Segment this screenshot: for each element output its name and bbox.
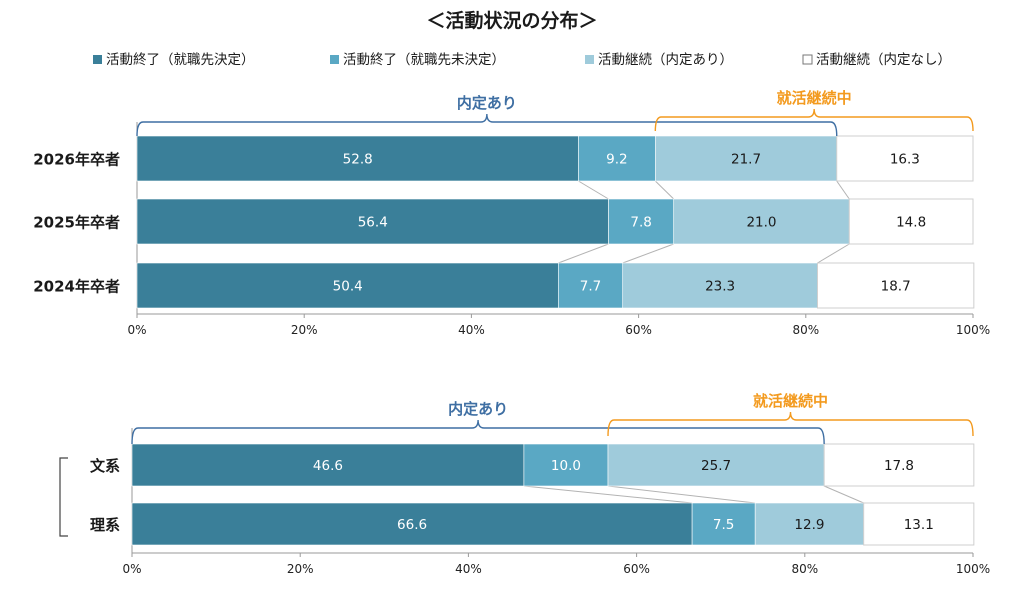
- data-label: 13.1: [904, 517, 934, 533]
- bar-segment: [691, 502, 756, 546]
- legend-swatch-3: [585, 55, 594, 64]
- katsudo-label: 就活継続中: [777, 89, 852, 107]
- x-tick-label: 40%: [455, 562, 482, 576]
- katsudo-label: 就活継続中: [753, 392, 828, 410]
- x-tick-label: 60%: [623, 562, 650, 576]
- data-label: 18.7: [881, 279, 911, 295]
- naitei-label: 内定あり: [457, 94, 517, 112]
- data-label: 21.7: [731, 152, 761, 168]
- connector-line: [836, 180, 850, 200]
- connector-line: [523, 485, 693, 504]
- data-label: 7.8: [630, 215, 651, 231]
- x-tick-label: 20%: [287, 562, 314, 576]
- legend-label-4: 活動継続（内定なし）: [816, 52, 951, 68]
- connector-line: [817, 243, 850, 264]
- bar-segment: [131, 502, 693, 546]
- x-tick-label: 100%: [956, 323, 990, 337]
- bar-segment: [754, 502, 864, 546]
- bar-segment: [823, 443, 975, 487]
- data-label: 66.6: [397, 517, 427, 533]
- naitei-bracket: [131, 419, 825, 445]
- bar-segment: [131, 443, 525, 487]
- data-label: 16.3: [890, 152, 920, 168]
- data-label: 46.6: [313, 458, 343, 474]
- x-tick-label: 0%: [122, 562, 141, 576]
- data-label: 21.0: [746, 215, 776, 231]
- category-group-bracket: [59, 457, 68, 537]
- bar-segment: [136, 262, 559, 309]
- chart-graduation-year: 0% 20% 40% 60% 80% 100% 52.8 9.2 21.7 16.3 2026年卒者…: [33, 89, 990, 337]
- legend-swatch-2: [330, 55, 339, 64]
- bar-segment: [848, 198, 974, 245]
- legend: 活動終了（就職先決定） 活動終了（就職先未決定） 活動継続（内定あり） 活動継続（内定…: [93, 52, 951, 68]
- x-tick-label: 20%: [291, 323, 318, 337]
- legend-swatch-1: [93, 55, 102, 64]
- data-label: 17.8: [884, 458, 914, 474]
- data-label: 12.9: [794, 517, 824, 533]
- chart-major-type: 0% 20% 40% 60% 80% 100% 46.6 10.0 25.7 17.8 文系 66.6…: [59, 392, 990, 576]
- bar-segment: [836, 135, 974, 182]
- category-label: 文系: [90, 457, 120, 475]
- bar-segment: [622, 262, 818, 309]
- naitei-bracket: [136, 113, 838, 137]
- x-tick-label: 60%: [625, 323, 652, 337]
- bar-segment: [817, 262, 975, 309]
- connector-line: [654, 180, 675, 200]
- x-tick-label: 0%: [127, 323, 146, 337]
- data-label: 56.4: [358, 215, 388, 231]
- naitei-label: 内定あり: [448, 400, 508, 418]
- data-label: 52.8: [343, 152, 373, 168]
- connector-line: [823, 485, 864, 504]
- data-label: 14.8: [896, 215, 926, 231]
- x-tick-label: 80%: [791, 562, 818, 576]
- katsudo-bracket: [654, 108, 974, 132]
- legend-label-1: 活動終了（就職先決定）: [106, 52, 255, 68]
- data-label: 50.4: [333, 279, 363, 295]
- category-label: 理系: [90, 516, 120, 534]
- data-label: 7.5: [713, 517, 734, 533]
- bar-segment: [136, 135, 579, 182]
- category-label: 2025年卒者: [33, 214, 120, 232]
- legend-label-3: 活動継続（内定あり）: [598, 52, 733, 68]
- bar-segment: [608, 198, 675, 245]
- connector-line: [607, 485, 756, 504]
- katsudo-bracket: [607, 411, 974, 437]
- bar-segment: [578, 135, 656, 182]
- connector-line: [578, 180, 609, 200]
- category-label: 2024年卒者: [33, 278, 120, 296]
- data-label: 23.3: [705, 279, 735, 295]
- data-label: 7.7: [580, 279, 601, 295]
- connector-line: [558, 243, 609, 264]
- bar-segment: [655, 135, 838, 182]
- category-label: 2026年卒者: [33, 151, 120, 169]
- data-label: 10.0: [551, 458, 581, 474]
- data-label: 25.7: [701, 458, 731, 474]
- legend-label-2: 活動終了（就職先未決定）: [343, 52, 505, 68]
- chart-title: ＜活動状況の分布＞: [426, 9, 597, 32]
- connector-line: [622, 243, 674, 264]
- legend-swatch-4: [802, 54, 813, 65]
- bar-segment: [673, 198, 850, 245]
- data-label: 9.2: [606, 152, 627, 168]
- x-tick-label: 100%: [956, 562, 990, 576]
- x-tick-label: 80%: [792, 323, 819, 337]
- bar-segment: [607, 443, 825, 487]
- x-tick-label: 40%: [458, 323, 485, 337]
- bar-segment: [863, 502, 975, 546]
